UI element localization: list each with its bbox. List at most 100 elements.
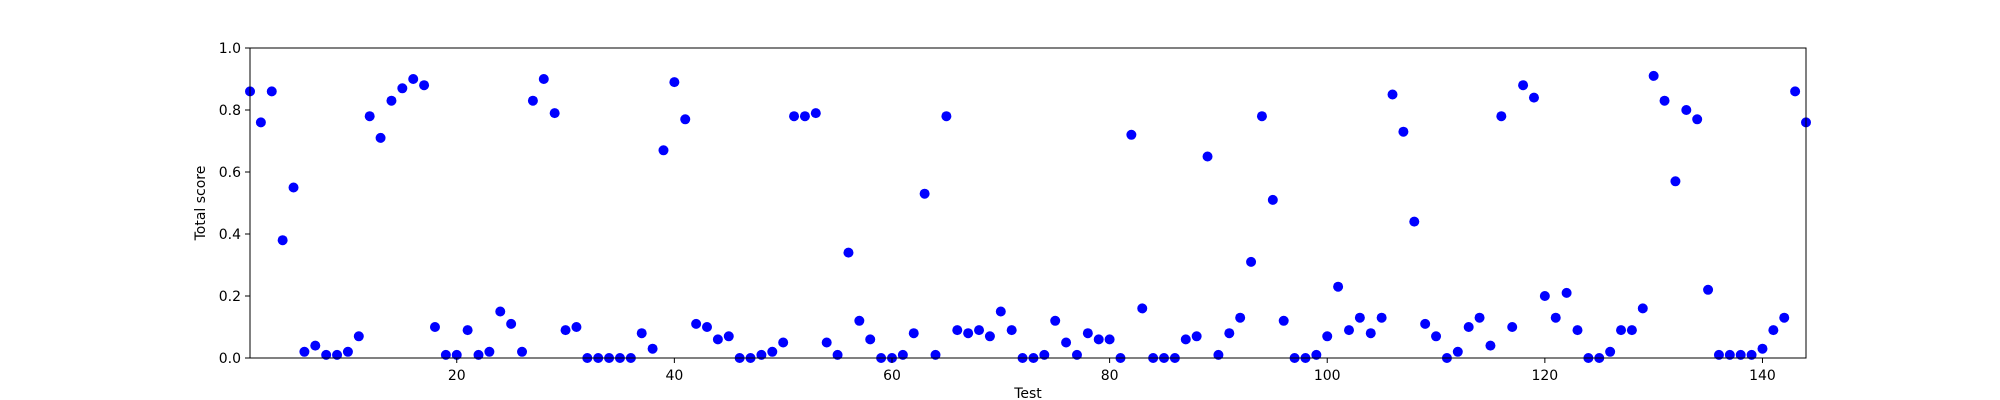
data-point xyxy=(1180,334,1191,345)
data-point xyxy=(799,111,810,122)
data-point xyxy=(1256,111,1267,122)
data-point xyxy=(473,349,484,360)
data-point xyxy=(1343,325,1354,336)
data-point xyxy=(1039,349,1050,360)
data-point xyxy=(974,325,985,336)
data-point xyxy=(865,334,876,345)
x-tick-label: 140 xyxy=(1749,368,1776,384)
data-point xyxy=(1093,334,1104,345)
data-point xyxy=(1659,95,1670,106)
x-tick-label: 40 xyxy=(665,368,683,384)
data-point xyxy=(1724,349,1735,360)
data-point xyxy=(952,325,963,336)
data-point xyxy=(995,306,1006,317)
data-point xyxy=(1648,70,1659,81)
y-tick-label: 1.0 xyxy=(219,41,241,57)
data-point xyxy=(789,111,800,122)
data-point xyxy=(1050,315,1061,326)
data-point xyxy=(1616,325,1627,336)
x-tick-label: 100 xyxy=(1314,368,1341,384)
data-point xyxy=(963,328,974,339)
data-point xyxy=(1006,325,1017,336)
data-point xyxy=(277,235,288,246)
data-point xyxy=(1278,315,1289,326)
data-point xyxy=(1420,318,1431,329)
data-point xyxy=(310,340,321,351)
data-point xyxy=(571,322,582,332)
y-tick-label: 0.6 xyxy=(219,165,241,181)
data-point xyxy=(984,331,995,342)
data-point xyxy=(364,111,375,122)
data-point xyxy=(821,337,832,348)
data-points xyxy=(245,70,1811,363)
data-point xyxy=(1496,111,1507,122)
data-point xyxy=(1452,346,1463,357)
x-axis-ticks: 20 40 60 80 100 120 140 xyxy=(448,358,1776,384)
data-point xyxy=(680,114,691,125)
y-tick-label: 0.2 xyxy=(219,289,241,305)
y-tick-label: 0.0 xyxy=(219,351,241,367)
data-point xyxy=(549,108,560,119)
y-axis-label: Total score xyxy=(193,166,209,242)
data-point xyxy=(1779,312,1790,323)
data-point xyxy=(1713,349,1724,360)
data-point xyxy=(1409,216,1420,227)
data-point xyxy=(854,315,865,326)
data-point xyxy=(1692,114,1703,125)
data-point xyxy=(451,349,462,360)
x-tick-label: 20 xyxy=(448,368,466,384)
data-point xyxy=(1267,194,1278,205)
data-point xyxy=(1507,322,1518,332)
data-point xyxy=(517,346,528,357)
data-point xyxy=(1703,284,1714,295)
data-point xyxy=(1191,331,1202,342)
data-point xyxy=(1605,346,1616,357)
plot-area xyxy=(250,48,1806,358)
data-point xyxy=(1463,322,1474,332)
data-point xyxy=(1398,126,1409,137)
data-point xyxy=(1485,340,1496,351)
data-point xyxy=(778,337,789,348)
data-point xyxy=(1104,334,1115,345)
x-tick-label: 120 xyxy=(1531,368,1558,384)
x-tick-label: 80 xyxy=(1101,368,1119,384)
data-point xyxy=(1518,80,1529,91)
data-point xyxy=(1322,331,1333,342)
y-tick-label: 0.4 xyxy=(219,227,241,243)
data-point xyxy=(1431,331,1442,342)
data-point xyxy=(1071,349,1082,360)
data-point xyxy=(560,325,571,336)
data-point xyxy=(756,349,767,360)
data-point xyxy=(843,247,854,258)
data-point xyxy=(930,349,941,360)
data-point xyxy=(1137,303,1148,314)
data-point xyxy=(484,346,495,357)
data-point xyxy=(1626,325,1637,336)
data-point xyxy=(1757,343,1768,354)
data-point xyxy=(1539,291,1550,301)
data-point xyxy=(386,95,397,106)
data-point xyxy=(1333,281,1344,292)
data-point xyxy=(1768,325,1779,336)
data-point xyxy=(723,331,734,342)
x-tick-label: 60 xyxy=(883,368,901,384)
data-point xyxy=(1528,92,1539,103)
data-point xyxy=(897,349,908,360)
data-point xyxy=(691,318,702,329)
data-point xyxy=(255,117,266,128)
data-point xyxy=(1126,129,1137,140)
data-point xyxy=(1572,325,1583,336)
data-point xyxy=(919,188,930,199)
data-point xyxy=(1311,349,1322,360)
data-point xyxy=(1746,349,1757,360)
data-point xyxy=(538,74,549,84)
data-point xyxy=(1235,312,1246,323)
data-point xyxy=(1561,287,1572,298)
data-point xyxy=(266,86,277,97)
y-tick-label: 0.8 xyxy=(219,103,241,119)
data-point xyxy=(462,325,473,336)
data-point xyxy=(941,111,952,122)
data-point xyxy=(1735,349,1746,360)
data-point xyxy=(702,322,713,332)
